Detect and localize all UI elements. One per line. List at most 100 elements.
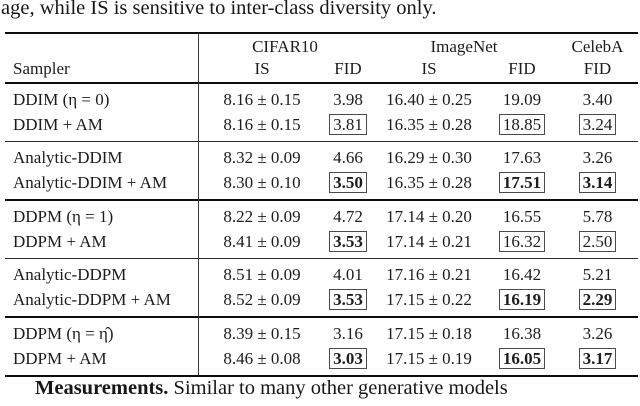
- table-row: DDPM + AM 8.41 ± 0.09 3.53 17.14 ± 0.21 16.3…: [5, 229, 638, 254]
- cifar10-fid-cell: 4.66: [333, 148, 363, 167]
- sampler-cell: Analytic-DDPM: [13, 265, 127, 284]
- celeba-fid-cell: 3.26: [582, 324, 613, 343]
- bottom-text-lead: Measurements.: [35, 377, 169, 399]
- cifar10-is-cell: 8.16 ± 0.15: [223, 115, 301, 134]
- cifar10-fid-cell: 3.81: [325, 114, 371, 135]
- table-section: Analytic-DDPM 8.51 ± 0.09 4.01 17.16 ± 0.21…: [5, 258, 638, 316]
- imagenet-fid-cell: 16.55: [502, 207, 542, 226]
- boxed-value: 3.14: [578, 172, 617, 193]
- imagenet-fid-cell: 16.32: [487, 231, 557, 252]
- imagenet-fid-cell: 16.19: [487, 289, 557, 310]
- boxed-value: 16.32: [498, 231, 546, 252]
- table-row: Analytic-DDIM 8.32 ± 0.09 4.66 16.29 ± 0.30…: [5, 145, 638, 170]
- imagenet-is-cell: 17.15 ± 0.19: [386, 349, 472, 368]
- imagenet-is-cell: 17.15 ± 0.18: [386, 324, 472, 343]
- header-group-imagenet: ImageNet: [430, 37, 498, 56]
- table-group: DDIM (η = 0) 8.16 ± 0.15 3.98 16.40 ± 0.25 1…: [5, 84, 638, 199]
- imagenet-fid-cell: 19.09: [502, 90, 542, 109]
- celeba-fid-cell: 3.24: [557, 114, 638, 135]
- header-imagenet-is: IS: [421, 59, 437, 78]
- cifar10-is-cell: 8.16 ± 0.15: [223, 90, 301, 109]
- cifar10-fid-cell: 4.01: [333, 265, 363, 284]
- cifar10-is-cell: 8.22 ± 0.09: [223, 207, 301, 226]
- celeba-fid-cell: 3.26: [582, 148, 613, 167]
- bottom-text-rest: Similar to many other generative models: [168, 377, 508, 399]
- imagenet-is-cell: 17.15 ± 0.22: [386, 290, 472, 309]
- table-row: Analytic-DDIM + AM 8.30 ± 0.10 3.50 16.35 ±…: [5, 170, 638, 195]
- cifar10-is-cell: 8.30 ± 0.10: [223, 173, 301, 192]
- imagenet-is-cell: 17.16 ± 0.21: [386, 265, 472, 284]
- boxed-value: 2.29: [578, 289, 617, 310]
- table-body: DDIM (η = 0) 8.16 ± 0.15 3.98 16.40 ± 0.25 1…: [5, 84, 638, 375]
- table-section: DDPM (η = 1) 8.22 ± 0.09 4.72 17.14 ± 0.20 1…: [5, 201, 638, 258]
- sampler-cell: DDPM (η = 1): [13, 207, 114, 226]
- boxed-value: 16.19: [498, 289, 546, 310]
- boxed-value: 3.03: [329, 348, 367, 369]
- header-group-celeba: CelebA: [571, 37, 624, 56]
- sampler-cell: DDPM + AM: [13, 232, 107, 251]
- header-group-cifar10: CIFAR10: [252, 37, 318, 56]
- imagenet-fid-cell: 16.05: [487, 348, 557, 369]
- cifar10-fid-cell: 3.53: [325, 289, 371, 310]
- sampler-cell: Analytic-DDIM + AM: [13, 173, 168, 192]
- sampler-cell: Analytic-DDPM + AM: [13, 290, 171, 309]
- header-sampler: Sampler: [13, 59, 70, 78]
- header-imagenet-fid: FID: [508, 59, 536, 78]
- imagenet-is-cell: 16.35 ± 0.28: [386, 173, 472, 192]
- page-bottom-text: Measurements. Similar to many other gene…: [0, 376, 640, 400]
- boxed-value: 3.53: [329, 231, 367, 252]
- imagenet-fid-cell: 16.42: [502, 265, 542, 284]
- cifar10-fid-cell: 3.53: [325, 231, 371, 252]
- table-group: DDPM (η = 1) 8.22 ± 0.09 4.72 17.14 ± 0.20 1…: [5, 199, 638, 316]
- imagenet-is-cell: 17.14 ± 0.21: [386, 232, 472, 251]
- celeba-fid-cell: 5.78: [582, 207, 613, 226]
- sampler-cell: Analytic-DDIM: [13, 148, 123, 167]
- cifar10-fid-cell: 3.16: [333, 324, 363, 343]
- imagenet-fid-cell: 17.63: [502, 148, 542, 167]
- cifar10-is-cell: 8.32 ± 0.09: [223, 148, 301, 167]
- table-section: DDPM (η = η̂) 8.39 ± 0.15 3.16 17.15 ± 0.18…: [5, 318, 638, 375]
- boxed-value: 18.85: [498, 114, 546, 135]
- cifar10-is-cell: 8.46 ± 0.08: [223, 349, 301, 368]
- cifar10-fid-cell: 4.72: [333, 207, 363, 226]
- results-table: CIFAR10 ImageNet CelebA Sampler IS FID I…: [5, 32, 638, 377]
- sampler-cell: DDIM (η = 0): [13, 90, 110, 109]
- imagenet-fid-cell: 16.38: [502, 324, 542, 343]
- table-row: DDIM (η = 0) 8.16 ± 0.15 3.98 16.40 ± 0.25 1…: [5, 87, 638, 112]
- sampler-cell: DDIM + AM: [13, 115, 103, 134]
- cifar10-is-cell: 8.39 ± 0.15: [223, 324, 301, 343]
- boxed-value: 3.50: [329, 172, 367, 193]
- cifar10-fid-cell: 3.03: [325, 348, 371, 369]
- header-cifar10-is: IS: [254, 59, 270, 78]
- celeba-fid-cell: 2.29: [557, 289, 638, 310]
- header-celeba-fid: FID: [583, 59, 612, 78]
- imagenet-is-cell: 16.29 ± 0.30: [386, 148, 472, 167]
- cifar10-is-cell: 8.51 ± 0.09: [223, 265, 301, 284]
- imagenet-is-cell: 16.40 ± 0.25: [386, 90, 472, 109]
- cifar10-is-cell: 8.41 ± 0.09: [223, 232, 301, 251]
- column-divider-line: [198, 34, 200, 375]
- table-group: DDPM (η = η̂) 8.39 ± 0.15 3.16 17.15 ± 0.18…: [5, 316, 638, 375]
- celeba-fid-cell: 3.14: [557, 172, 638, 193]
- cifar10-fid-cell: 3.50: [325, 172, 371, 193]
- table-row: DDPM (η = 1) 8.22 ± 0.09 4.72 17.14 ± 0.20 1…: [5, 204, 638, 229]
- imagenet-is-cell: 16.35 ± 0.28: [386, 115, 472, 134]
- table-header: CIFAR10 ImageNet CelebA Sampler IS FID I…: [5, 34, 638, 84]
- boxed-value: 3.81: [329, 114, 367, 135]
- page-top-text: age, while IS is sensitive to inter-clas…: [1, 0, 437, 19]
- boxed-value: 16.05: [498, 348, 546, 369]
- cifar10-fid-cell: 3.98: [333, 90, 363, 109]
- table-row: Analytic-DDPM + AM 8.52 ± 0.09 3.53 17.15 ±…: [5, 287, 638, 312]
- celeba-fid-cell: 3.17: [557, 348, 638, 369]
- boxed-value: 2.50: [578, 231, 617, 252]
- imagenet-fid-cell: 17.51: [487, 172, 557, 193]
- imagenet-fid-cell: 18.85: [487, 114, 557, 135]
- table-row: DDIM + AM 8.16 ± 0.15 3.81 16.35 ± 0.28 18.8…: [5, 112, 638, 137]
- celeba-fid-cell: 5.21: [582, 265, 613, 284]
- celeba-fid-cell: 2.50: [557, 231, 638, 252]
- boxed-value: 3.24: [578, 114, 617, 135]
- imagenet-is-cell: 17.14 ± 0.20: [386, 207, 472, 226]
- boxed-value: 3.17: [578, 348, 617, 369]
- boxed-value: 3.53: [329, 289, 367, 310]
- sampler-cell: DDPM + AM: [13, 349, 107, 368]
